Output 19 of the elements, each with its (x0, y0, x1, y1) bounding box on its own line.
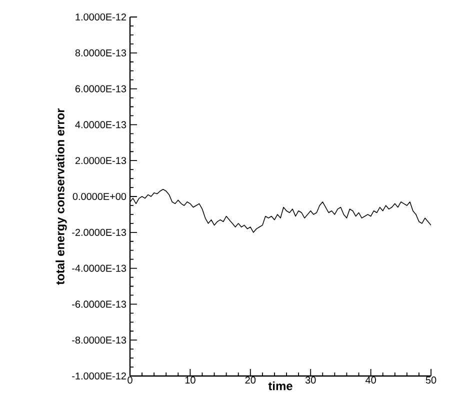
y-tick-label: 8.0000E-13 (75, 49, 126, 56)
y-tick-label: 6.0000E-13 (75, 85, 126, 92)
y-tick-label: 0.0000E+00 (72, 192, 126, 200)
y-tick-label: -8.0000E-13 (72, 336, 126, 344)
x-tick-label: 30 (305, 376, 316, 384)
x-tick-label: 20 (245, 376, 256, 384)
x-axis-title: time (268, 381, 292, 390)
x-tick-label: 40 (365, 376, 376, 384)
y-tick-label: 1.0000E-12 (76, 13, 126, 21)
y-tick-label: -1.0000E-12 (72, 372, 126, 380)
y-tick-label: -4.0000E-13 (72, 264, 126, 272)
y-axis-title: total energy conservation error (56, 108, 67, 285)
y-tick-label: 2.0000E-13 (75, 157, 126, 164)
x-tick-label: 0 (128, 376, 132, 384)
x-tick-label: 10 (185, 376, 196, 384)
y-tick-label: -2.0000E-13 (72, 228, 126, 236)
y-tick-label: 4.0000E-13 (75, 121, 126, 128)
y-tick-label: -6.0000E-13 (72, 300, 126, 308)
x-tick-label: 50 (426, 376, 436, 384)
